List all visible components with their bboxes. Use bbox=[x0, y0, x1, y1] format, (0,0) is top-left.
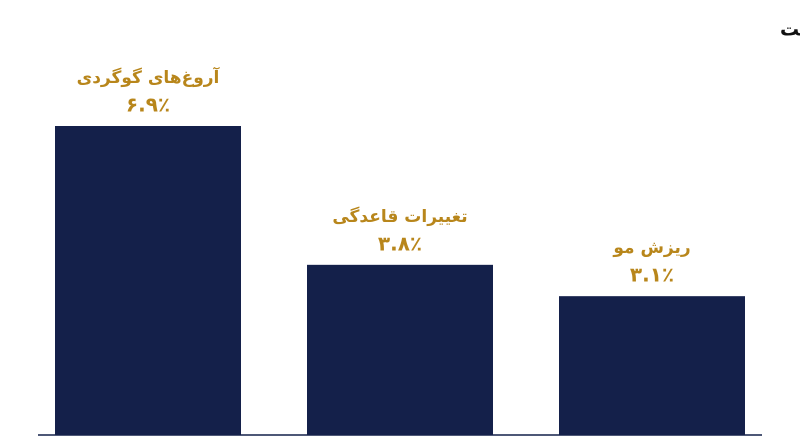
chart-title: عوارض جانبی گزارش‌نشده GLP-1: کشف‌شده تو… bbox=[780, 18, 800, 41]
bar bbox=[55, 126, 241, 435]
category-label: ریزش مو bbox=[612, 238, 690, 258]
bar bbox=[559, 296, 745, 435]
category-label: آروغ‌های گوگردی bbox=[77, 66, 221, 88]
category-label: تغییرات قاعدگی bbox=[332, 206, 467, 227]
bar bbox=[307, 264, 493, 435]
value-label: ۳.۸٪ bbox=[378, 231, 422, 255]
value-label: ۶.۹٪ bbox=[126, 93, 170, 117]
value-label: ۳.۱٪ bbox=[630, 263, 674, 287]
